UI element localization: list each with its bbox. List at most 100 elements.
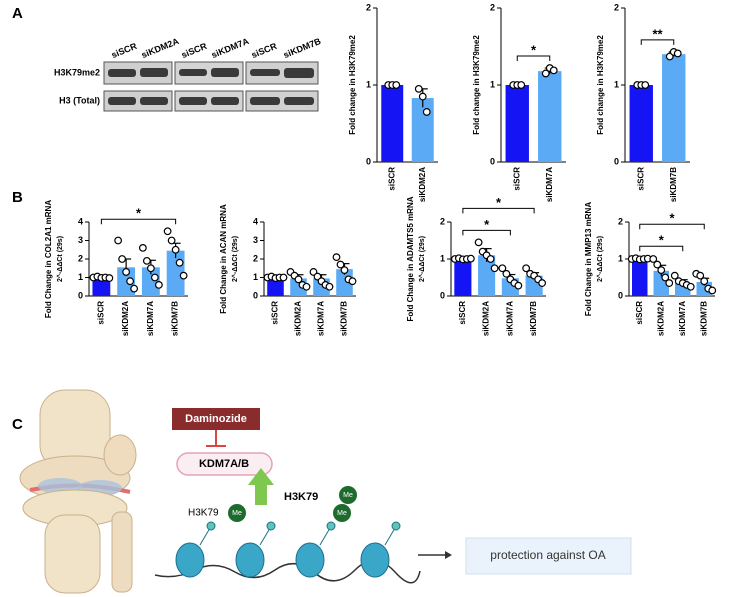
bar bbox=[505, 85, 529, 162]
significance-label: * bbox=[659, 233, 665, 248]
chromatin bbox=[154, 521, 421, 584]
lane-label: siSCR bbox=[250, 41, 279, 60]
y-tick-label: 4 bbox=[253, 216, 258, 226]
me-circle bbox=[228, 504, 246, 522]
data-point bbox=[118, 255, 127, 263]
panel-label: A bbox=[12, 5, 23, 22]
data-point bbox=[175, 258, 184, 267]
x-tick-label: siSCR bbox=[636, 167, 645, 191]
significance-label: * bbox=[669, 211, 675, 226]
data-point bbox=[179, 271, 188, 280]
x-tick-label: siKDM7B bbox=[529, 301, 538, 336]
data-point bbox=[696, 271, 705, 280]
me-circle bbox=[339, 486, 357, 504]
data-point bbox=[486, 255, 495, 263]
x-tick-label: siKDM7A bbox=[505, 301, 514, 336]
y-tick-label: 1 bbox=[490, 79, 495, 89]
significance-label: ** bbox=[652, 26, 663, 41]
data-point bbox=[340, 266, 349, 275]
outcome-label: protection against OA bbox=[490, 548, 605, 562]
y-axis-label: Fold change in H3K79me2 bbox=[348, 35, 357, 135]
data-point bbox=[700, 277, 709, 286]
y-axis-label: Fold Change in ADAMTS5 mRNA bbox=[406, 196, 415, 321]
x-tick-label: siSCR bbox=[458, 301, 467, 325]
y-tick-label: 1 bbox=[253, 272, 258, 282]
data-point bbox=[348, 277, 357, 286]
significance-bracket bbox=[100, 218, 177, 225]
blot-block bbox=[245, 61, 319, 85]
data-point bbox=[670, 271, 679, 280]
data-point bbox=[514, 281, 523, 290]
significance-bracket bbox=[516, 55, 551, 62]
result-arrowhead bbox=[445, 551, 452, 559]
y-axis-label: Fold Change in ACAN mRNA bbox=[219, 204, 228, 314]
significance-label: * bbox=[531, 42, 537, 57]
target-pill bbox=[176, 452, 273, 476]
panel-label: B bbox=[12, 189, 23, 206]
data-point bbox=[414, 84, 423, 93]
data-point bbox=[142, 256, 151, 265]
y-tick-label: 0 bbox=[440, 290, 445, 300]
blot-block bbox=[174, 90, 244, 112]
blot-row-label: H3 (Total) bbox=[59, 95, 100, 105]
x-tick-label: siKDM7B bbox=[340, 301, 349, 336]
x-tick-label: siKDM7A bbox=[678, 301, 687, 336]
knee-illustration bbox=[19, 389, 137, 594]
y-tick-label: 1 bbox=[614, 79, 619, 89]
data-point bbox=[649, 255, 658, 263]
x-tick-label: siKDM7B bbox=[699, 301, 708, 336]
data-point bbox=[105, 274, 114, 282]
y-tick-label: 2 bbox=[490, 2, 495, 12]
data-point bbox=[126, 277, 135, 286]
data-point bbox=[673, 49, 682, 58]
y-axis-label: Fold change in H3K79me2 bbox=[472, 35, 481, 135]
y-tick-label: 4 bbox=[78, 216, 83, 226]
target-label: KDM7A/B bbox=[199, 458, 249, 470]
data-point bbox=[541, 69, 550, 78]
lane-label: siKDM2A bbox=[140, 36, 181, 60]
y-tick-label: 0 bbox=[490, 156, 495, 166]
x-tick-label: siKDM7A bbox=[317, 301, 326, 336]
data-point bbox=[294, 275, 303, 284]
lane-label: siKDM7A bbox=[210, 36, 251, 60]
me-label: Me bbox=[343, 492, 353, 499]
data-point bbox=[325, 282, 334, 291]
data-point bbox=[114, 236, 123, 245]
data-point bbox=[522, 264, 531, 273]
x-tick-label: siKDM2A bbox=[121, 301, 130, 336]
lane-label: siKDM7B bbox=[282, 36, 323, 60]
me-label: Me bbox=[337, 510, 347, 517]
data-point bbox=[150, 273, 159, 282]
data-point bbox=[549, 66, 558, 75]
x-tick-label: siSCR bbox=[635, 301, 644, 325]
bar bbox=[478, 255, 496, 296]
bar bbox=[267, 277, 284, 296]
data-point bbox=[154, 281, 163, 289]
significance-bracket bbox=[639, 223, 705, 230]
bar bbox=[538, 71, 562, 162]
increase-arrow bbox=[248, 468, 274, 505]
data-point bbox=[418, 92, 427, 101]
significance-bracket bbox=[640, 39, 675, 45]
y-tick-label: 1 bbox=[366, 79, 371, 89]
significance-bracket bbox=[462, 229, 511, 236]
y-tick-label: 2 bbox=[614, 2, 619, 12]
data-point bbox=[163, 227, 172, 236]
y-axis-label: Fold change in H3K79me2 bbox=[596, 35, 605, 135]
y-tick-label: 1 bbox=[440, 253, 445, 263]
blot-block bbox=[103, 61, 173, 85]
data-point bbox=[661, 273, 670, 282]
bar bbox=[632, 259, 648, 296]
blot: H3K79me2 H3 (Total) siSCR siKDM2A siSCR … bbox=[54, 36, 323, 112]
y-tick-label: 3 bbox=[253, 235, 258, 245]
y-tick-label: 0 bbox=[78, 290, 83, 300]
data-point bbox=[279, 273, 288, 282]
data-point bbox=[490, 264, 499, 273]
data-point bbox=[538, 279, 547, 287]
significance-bracket bbox=[462, 207, 535, 214]
lane-label: siSCR bbox=[110, 41, 139, 60]
data-point bbox=[657, 266, 666, 275]
lane-label: siSCR bbox=[180, 41, 209, 60]
